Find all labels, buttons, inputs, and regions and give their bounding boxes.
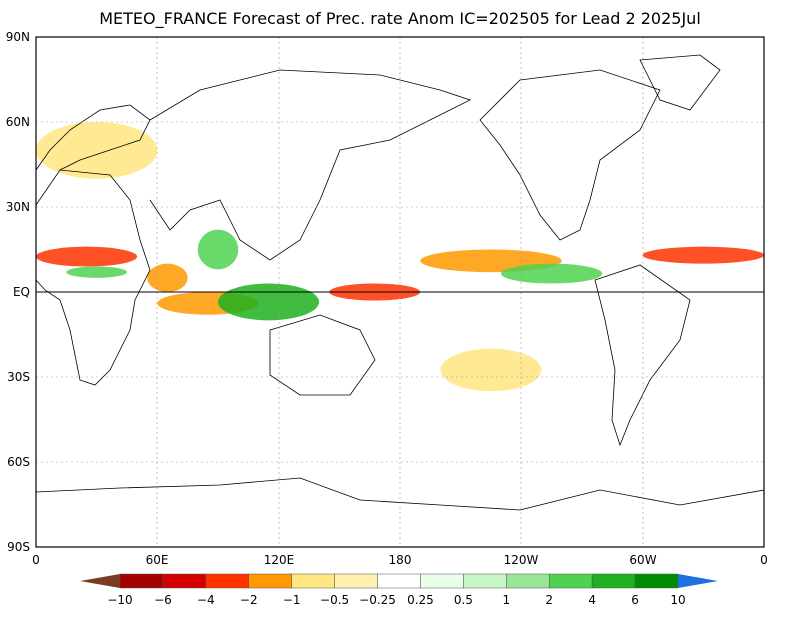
australia-outline [269,314,376,396]
lat-axis: 90N 60N 30N EQ 30S 60S 90S [6,30,30,554]
colorbar-swatch [506,573,550,589]
africa-outline [35,169,151,386]
colorbar-label: −1 [283,593,301,607]
anomaly-region [642,246,764,264]
colorbar-label: 6 [631,593,639,607]
lon-label-60e: 60E [146,553,169,567]
anomaly-region [440,348,542,392]
anomaly-region [217,283,320,321]
colorbar-swatch [591,573,636,589]
anomaly-field [35,121,764,392]
lat-label-90s: 90S [7,540,30,554]
colorbar-swatch [377,573,421,589]
colorbar-label: −10 [107,593,132,607]
lon-label-0-right: 0 [760,553,768,567]
colorbar-swatch [248,573,292,589]
map-title: METEO_FRANCE Forecast of Prec. rate Anom… [99,9,701,29]
colorbar-label: 2 [545,593,553,607]
anomaly-region [197,229,239,270]
colorbar-label: −0.25 [359,593,396,607]
anomaly-region [36,246,138,267]
south-america-outline [594,264,691,447]
lat-label-90n: 90N [6,30,30,44]
lat-label-60s: 60S [7,455,30,469]
lat-label-eq: EQ [13,285,30,299]
colorbar-swatch [463,573,507,589]
colorbar-swatch [291,573,335,589]
colorbar-label: −6 [154,593,172,607]
lon-label-120e: 120E [264,553,295,567]
lat-label-30n: 30N [6,200,30,214]
colorbar-label: 10 [670,593,685,607]
lon-label-180: 180 [389,553,412,567]
colorbar-swatch [205,573,250,589]
colorbar-label: 0.5 [454,593,473,607]
colorbar-label: −2 [240,593,258,607]
anomaly-region [35,121,158,179]
colorbar: −10 −6 −4 −2 −1 −0.5 −0.25 0.25 0.5 1 2 4 6 10 [80,573,718,607]
lon-label-0: 0 [32,553,40,567]
colorbar-arrow-low [80,574,120,588]
anomaly-region [147,263,188,293]
anomaly-region [501,263,603,284]
colorbar-label: 0.25 [407,593,434,607]
lat-label-60n: 60N [6,115,30,129]
map-frame [35,36,765,548]
colorbar-arrow-high [678,574,718,588]
colorbar-label: −4 [197,593,215,607]
lon-axis: 0 60E 120E 180 120W 60W 0 [32,553,768,567]
colorbar-label: −0.5 [320,593,349,607]
north-america-outline [479,69,661,241]
colorbar-swatch [548,573,593,589]
colorbar-swatch [119,573,164,589]
colorbar-label: 4 [588,593,596,607]
lon-label-120w: 120W [504,553,539,567]
map-panel [35,36,765,548]
asia-outline [149,69,472,261]
gridlines [36,37,764,547]
colorbar-swatch [334,573,378,589]
anomaly-region [66,266,127,278]
lat-label-30s: 30S [7,370,30,384]
greenland-outline [639,54,721,111]
colorbar-swatch [420,573,464,589]
europe-outline [35,104,151,171]
colorbar-label: 1 [502,593,510,607]
colorbar-swatch [162,573,207,589]
colorbar-swatch [634,573,679,589]
lon-label-60w: 60W [629,553,656,567]
